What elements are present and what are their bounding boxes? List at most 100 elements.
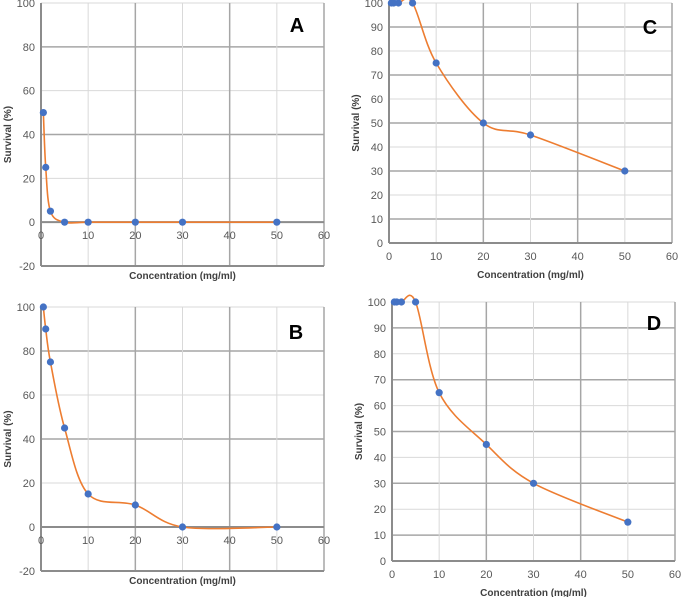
data-point: [131, 501, 139, 509]
data-point: [394, 0, 403, 7]
data-point: [84, 218, 92, 226]
x-tick-label: 60: [318, 230, 330, 242]
data-point: [60, 218, 69, 226]
data-point: [39, 303, 47, 311]
data-point: [131, 218, 139, 226]
data-point: [273, 218, 281, 226]
y-tick-label: 40: [23, 434, 35, 446]
x-tick-label: 10: [82, 535, 94, 547]
x-tick-label: 20: [129, 230, 141, 242]
x-tick-label: 30: [176, 230, 188, 242]
y-tick-label: 30: [371, 166, 383, 178]
chart-a: -20 0 20 40 60 80 100 0 10 20 30 40 50 60 Concentratio…: [3, 0, 330, 282]
y-tick-label: 20: [23, 173, 35, 185]
data-point: [479, 119, 487, 127]
y-tick-label: 60: [374, 401, 386, 413]
x-tick-label: 0: [38, 535, 44, 547]
panel-label: A: [290, 15, 304, 37]
y-tick-label: 90: [371, 22, 383, 34]
x-tick-label: 50: [622, 569, 634, 581]
y-tick-label: 70: [371, 70, 383, 82]
y-tick-label: 80: [23, 346, 35, 358]
x-tick-label: 40: [224, 535, 236, 547]
y-tick-label: 0: [29, 522, 35, 534]
data-point: [39, 108, 47, 117]
x-tick-label: 50: [271, 535, 283, 547]
x-axis-title: Concentration (mg/ml): [129, 271, 236, 282]
chart-d: 0 10 20 30 40 50 60 70 80 90 100 0 10 20 30 40 50 60 Conce…: [354, 294, 681, 597]
y-axis-title: Survival (%): [3, 410, 14, 467]
y-tick-label: 20: [371, 190, 383, 202]
panel-label: D: [647, 313, 661, 335]
y-tick-label: 50: [374, 427, 386, 439]
x-tick-label: 20: [477, 251, 489, 263]
data-point: [408, 0, 417, 7]
data-point: [178, 218, 187, 226]
y-tick-label: 20: [374, 504, 386, 516]
data-point: [273, 523, 281, 531]
chart-c: 0 10 20 30 40 50 60 70 80 90 100 0 10 20 30 40 50 60 Conce…: [351, 0, 678, 281]
series-line: [394, 294, 629, 523]
y-tick-label: 40: [23, 130, 35, 142]
y-tick-label: 20: [23, 478, 35, 490]
y-tick-label: 60: [23, 390, 35, 402]
x-tick-label: 10: [82, 230, 94, 242]
y-tick-label: 40: [371, 142, 383, 154]
x-tick-label: 0: [389, 569, 395, 581]
data-point: [60, 424, 69, 432]
x-tick-label: 50: [619, 251, 631, 263]
y-tick-label: 60: [371, 94, 383, 106]
y-tick-label: 0: [380, 556, 386, 568]
data-point: [435, 389, 443, 397]
y-tick-label: 60: [23, 86, 35, 98]
x-tick-label: 60: [666, 251, 678, 263]
data-point: [46, 207, 55, 215]
data-point: [46, 358, 55, 366]
y-tick-label: 50: [371, 118, 383, 130]
x-tick-label: 0: [38, 230, 44, 242]
data-point: [397, 298, 406, 306]
x-tick-label: 10: [433, 569, 445, 581]
series-line: [42, 306, 277, 530]
y-tick-label: 30: [374, 478, 386, 490]
x-tick-label: 20: [129, 535, 141, 547]
data-point: [411, 298, 420, 306]
data-point: [621, 167, 629, 175]
x-tick-label: 30: [176, 535, 188, 547]
x-axis-title: Concentration (mg/ml): [477, 270, 584, 281]
y-tick-label: -20: [19, 261, 35, 273]
data-point: [526, 131, 535, 139]
panel-label: C: [643, 17, 657, 39]
y-axis-title: Survival (%): [354, 403, 365, 460]
y-tick-label: 90: [374, 323, 386, 335]
x-tick-label: 30: [524, 251, 536, 263]
series-line: [42, 112, 277, 224]
x-tick-label: 30: [527, 569, 539, 581]
y-tick-label: 100: [368, 297, 386, 309]
y-tick-label: 10: [371, 214, 383, 226]
data-point: [178, 523, 187, 531]
series-line: [391, 0, 626, 172]
data-point: [624, 518, 632, 526]
x-tick-label: 40: [572, 251, 584, 263]
data-point: [42, 163, 50, 171]
x-tick-label: 60: [318, 535, 330, 547]
y-tick-label: 100: [17, 0, 35, 10]
y-tick-label: 80: [23, 42, 35, 54]
data-point: [432, 59, 440, 67]
y-tick-label: 10: [374, 530, 386, 542]
y-tick-label: 80: [374, 349, 386, 361]
x-tick-label: 20: [480, 569, 492, 581]
y-tick-label: -20: [19, 566, 35, 578]
y-axis-title: Survival (%): [351, 94, 362, 151]
x-tick-label: 40: [224, 230, 236, 242]
x-tick-label: 0: [386, 251, 392, 263]
data-point: [84, 490, 92, 498]
data-point: [482, 440, 490, 449]
data-point: [42, 325, 50, 333]
y-tick-label: 0: [29, 217, 35, 229]
x-tick-label: 40: [575, 569, 587, 581]
y-tick-label: 70: [374, 375, 386, 387]
x-axis-title: Concentration (mg/ml): [480, 588, 587, 597]
